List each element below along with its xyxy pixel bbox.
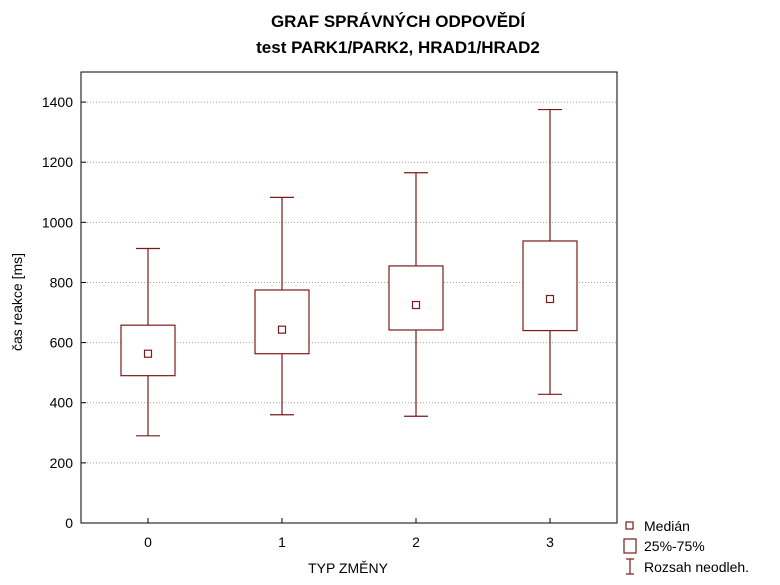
y-tick-label: 200 xyxy=(50,455,74,471)
legend-median-marker xyxy=(625,521,634,530)
y-tick-label: 1400 xyxy=(42,94,73,110)
y-tick-label: 1200 xyxy=(42,154,73,170)
x-tick-label: 0 xyxy=(144,534,152,550)
x-tick-label: 2 xyxy=(412,534,420,550)
y-axis-label: čas reakce [ms] xyxy=(9,253,25,351)
legend-box-marker xyxy=(623,538,637,554)
x-axis-label: TYP ZMĚNY xyxy=(308,560,389,576)
box-2 xyxy=(388,172,444,417)
iqr-box xyxy=(388,265,444,331)
x-tick-label: 1 xyxy=(278,534,286,550)
y-tick-label: 800 xyxy=(50,274,74,290)
legend-whisker-label: Rozsah neodleh. xyxy=(644,559,749,575)
y-tick-label: 400 xyxy=(50,395,74,411)
iqr-box xyxy=(254,289,310,355)
legend-whisker-marker xyxy=(626,558,634,575)
chart-title: GRAF SPRÁVNÝCH ODPOVĚDÍ xyxy=(271,12,526,31)
y-tick-label: 600 xyxy=(50,335,74,351)
iqr-box xyxy=(522,240,578,332)
gridlines xyxy=(81,101,617,464)
chart-subtitle: test PARK1/PARK2, HRAD1/HRAD2 xyxy=(256,38,540,57)
median-marker xyxy=(411,300,421,310)
box-3 xyxy=(522,108,578,395)
box-1 xyxy=(254,196,310,416)
median-marker xyxy=(277,325,287,334)
x-tick-label: 3 xyxy=(546,534,554,550)
median-marker xyxy=(545,294,555,304)
y-tick-label: 1000 xyxy=(42,214,73,230)
box-series xyxy=(120,108,578,437)
legend: Medián 25%-75% Rozsah neodleh. xyxy=(623,518,749,575)
legend-box-label: 25%-75% xyxy=(644,538,705,554)
legend-median-label: Medián xyxy=(644,518,690,534)
y-axis-ticks: 0 200 400 600 800 1000 1200 1400 xyxy=(42,94,86,531)
box-0 xyxy=(120,247,176,437)
y-tick-label: 0 xyxy=(65,515,73,531)
median-marker xyxy=(143,349,153,358)
x-axis-ticks: 0 1 2 3 xyxy=(144,518,554,550)
